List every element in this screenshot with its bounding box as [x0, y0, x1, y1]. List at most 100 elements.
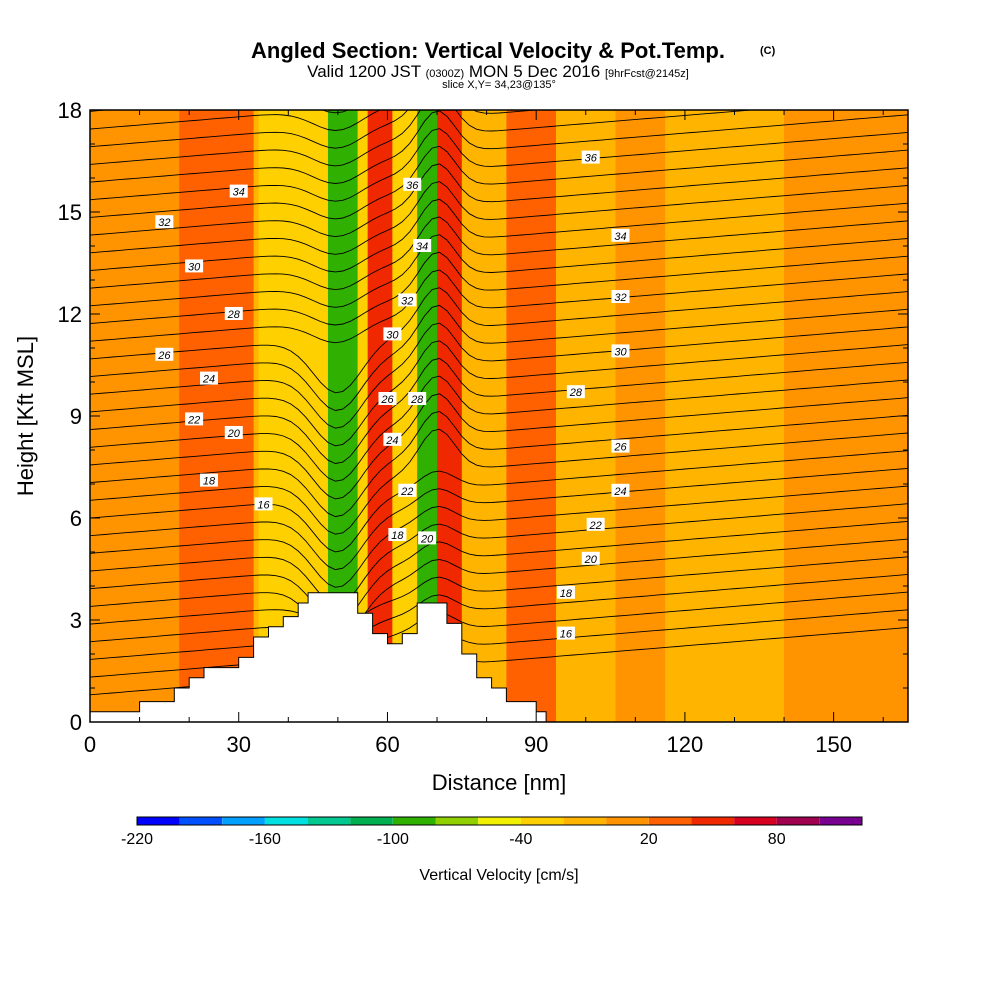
contour-label-box [408, 392, 427, 405]
colorbar-swatch [264, 817, 308, 825]
x-axis-label: Distance [nm] [432, 770, 567, 795]
colorbar-tick-label: 20 [640, 831, 658, 848]
colorbar-swatch [691, 817, 734, 825]
x-tick-label: 30 [226, 732, 250, 757]
y-tick-label: 18 [58, 98, 82, 123]
contour-label: 28 [410, 394, 424, 406]
x-axis-ticks: 0 30 60 90 120 150 [84, 110, 884, 757]
contour-label: 22 [187, 414, 200, 426]
x-tick-label: 0 [84, 732, 96, 757]
theta-contour-line [90, 357, 908, 464]
x-tick-label: 120 [667, 732, 704, 757]
theta-contour-line [90, 538, 908, 641]
contour-label-box [611, 344, 630, 358]
colorbar-swatch [520, 817, 564, 825]
colorbar-swatch [392, 817, 436, 825]
contour-label-box [611, 228, 630, 242]
terrain [89, 592, 909, 723]
contour-label: 24 [385, 435, 398, 447]
contour-label-box [388, 528, 407, 541]
contour-label: 22 [589, 520, 602, 532]
colorbar-swatch [478, 817, 521, 825]
contour-label-box [403, 177, 422, 191]
theta-contour-line [90, 411, 908, 518]
theta-contour-line [90, 234, 908, 308]
theta-contour-line [90, 216, 908, 291]
theta-contour-line [90, 573, 908, 644]
contour-label: 20 [227, 428, 241, 440]
chart-subtitle: Valid 1200 JST (0300Z) MON 5 Dec 2016 [9… [307, 62, 689, 81]
contour-label-box [581, 150, 600, 164]
colorbar-tick-label: 80 [768, 831, 786, 848]
theta-contour-line [90, 609, 908, 680]
subtitle-date: MON 5 Dec 2016 [469, 62, 600, 81]
contour-label-box [254, 497, 273, 511]
contour-label: 28 [227, 309, 241, 321]
contour-label-box [418, 531, 437, 545]
slice-note: slice X,Y= 34,23@135° [442, 79, 556, 91]
contour-label: 20 [584, 554, 598, 566]
colorbar-swatch [819, 817, 862, 825]
contour-label-box [229, 184, 248, 198]
contour-label: 20 [420, 533, 434, 545]
y-tick-label: 6 [70, 506, 82, 531]
theta-contour-line [90, 520, 908, 624]
contour-label: 32 [614, 292, 626, 304]
theta-contour-line [90, 198, 908, 273]
theta-contour-line [90, 322, 908, 429]
velocity-band [784, 110, 908, 722]
theta-contour-line [90, 304, 908, 411]
theta-contour-labels: 32 34 30 28 26 24 22 20 18 16 36 34 32 30 26 28 24 22 18 20… [155, 150, 630, 641]
contour-label: 30 [386, 329, 399, 341]
velocity-band [506, 110, 557, 722]
contour-label-box [199, 371, 218, 385]
contour-label-box [611, 439, 630, 453]
contour-label-box [155, 347, 174, 361]
subtitle-valid: Valid 1200 JST [307, 62, 421, 81]
theta-contour-line [90, 128, 908, 202]
contour-label: 18 [560, 588, 573, 600]
contour-label: 26 [380, 394, 394, 406]
contour-label-box [398, 293, 417, 307]
colorbar-swatch [222, 817, 265, 825]
x-tick-label: 60 [375, 732, 399, 757]
theta-contour-line [90, 110, 381, 131]
theta-contour-line [90, 428, 908, 535]
colorbar-label: Vertical Velocity [cm/s] [419, 867, 578, 884]
contour-label: 24 [613, 486, 626, 498]
velocity-band [615, 110, 666, 722]
contour-label: 30 [614, 346, 627, 358]
contour-label-box [185, 259, 204, 273]
y-tick-label: 15 [58, 200, 82, 225]
contour-label: 26 [157, 350, 171, 362]
theta-contour-line [90, 110, 542, 149]
theta-contour-line [90, 591, 908, 662]
contour-label: 34 [416, 241, 428, 253]
contour-label-box [224, 426, 243, 439]
velocity-band [417, 110, 438, 722]
contour-label-box [155, 215, 174, 229]
colorbar-swatch [734, 817, 777, 825]
velocity-band [90, 110, 190, 722]
colorbar-tick-label: -220 [121, 831, 153, 848]
velocity-band [694, 110, 765, 722]
x-tick-label: 150 [815, 732, 852, 757]
theta-contour-line [90, 110, 908, 184]
velocity-field [90, 110, 908, 722]
colorbar-swatch [563, 817, 607, 825]
contour-label: 16 [257, 499, 270, 511]
colorbar-swatch [435, 817, 479, 825]
terrain-profile [89, 592, 909, 723]
contour-label: 24 [202, 374, 215, 386]
contour-label-box [556, 626, 575, 640]
contour-label: 36 [406, 180, 419, 192]
contour-label-box [383, 432, 402, 446]
colorbar-swatch [179, 817, 223, 825]
theta-contour-line [90, 110, 757, 167]
contour-label: 16 [560, 629, 573, 641]
contour-label-box [586, 517, 605, 531]
theta-contour-line [90, 485, 908, 588]
y-tick-label: 3 [70, 608, 82, 633]
theta-contour-line [90, 450, 908, 553]
